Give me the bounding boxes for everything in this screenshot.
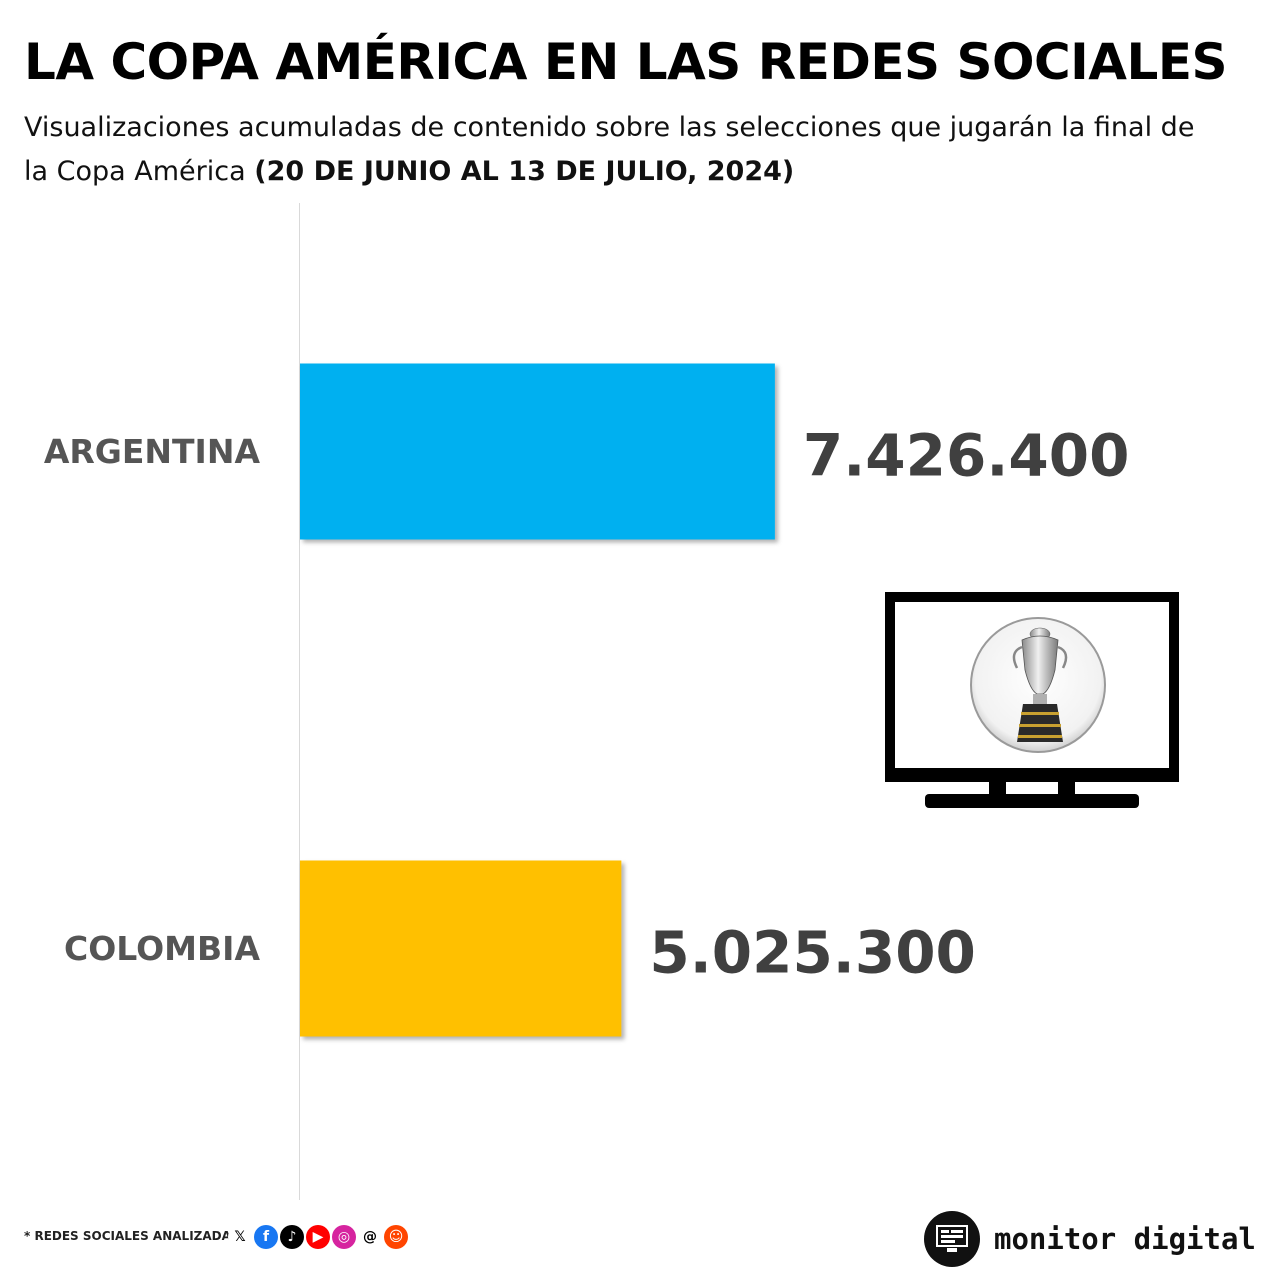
category-label-colombia: COLOMBIA bbox=[64, 929, 260, 968]
instagram-icon: ◎ bbox=[332, 1225, 356, 1249]
facebook-icon: f bbox=[254, 1225, 278, 1249]
youtube-icon: ▶ bbox=[306, 1225, 330, 1249]
brand-name: monitor digital bbox=[994, 1222, 1256, 1256]
value-label-colombia: 5.025.300 bbox=[649, 919, 976, 987]
threads-icon: @ bbox=[358, 1225, 382, 1249]
reddit-icon: ☺ bbox=[384, 1225, 408, 1249]
chart-title: LA COPA AMÉRICA EN LAS REDES SOCIALES bbox=[24, 33, 1227, 91]
subtitle-text: Visualizaciones acumuladas de contenido … bbox=[24, 112, 1195, 187]
monitor-logo-icon bbox=[924, 1211, 980, 1267]
subtitle-date-range: (20 DE JUNIO AL 13 DE JULIO, 2024) bbox=[254, 156, 795, 187]
brand: monitor digital bbox=[924, 1211, 1256, 1267]
bar-argentina bbox=[300, 363, 775, 540]
bar-colombia bbox=[300, 860, 622, 1037]
x-icon: 𝕏 bbox=[228, 1225, 252, 1249]
category-label-argentina: ARGENTINA bbox=[44, 432, 261, 471]
trophy-icon bbox=[970, 617, 1106, 753]
tv-stand-left bbox=[989, 775, 1006, 797]
tv-stand-base bbox=[925, 794, 1139, 808]
tv-illustration bbox=[885, 592, 1179, 808]
tiktok-icon: ♪ bbox=[280, 1225, 304, 1249]
chart-subtitle: Visualizaciones acumuladas de contenido … bbox=[24, 106, 1214, 194]
tv-stand-right bbox=[1058, 775, 1075, 797]
bars-layer: ARGENTINA 7.426.400 COLOMBIA 5.025.300 bbox=[44, 363, 1130, 1037]
footnote: * REDES SOCIALES ANALIZADAS bbox=[24, 1229, 240, 1243]
value-label-argentina: 7.426.400 bbox=[803, 422, 1130, 490]
